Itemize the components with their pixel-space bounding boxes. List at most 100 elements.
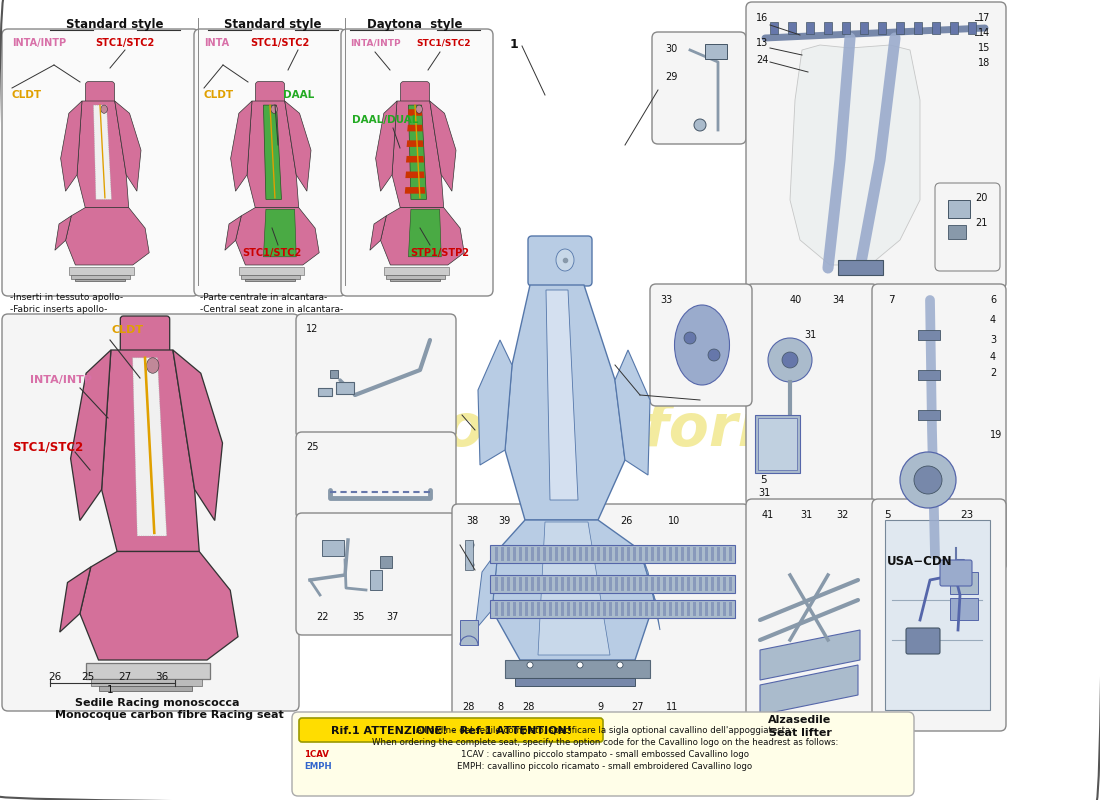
Text: STP1/STP2: STP1/STP2	[410, 248, 469, 258]
Polygon shape	[478, 340, 512, 465]
Bar	[573, 602, 576, 616]
Text: Standard style: Standard style	[66, 18, 164, 31]
Text: 37: 37	[386, 612, 398, 622]
Bar	[566, 602, 570, 616]
Text: 1: 1	[107, 685, 113, 695]
Polygon shape	[133, 358, 167, 536]
Bar	[639, 577, 642, 591]
Bar	[531, 602, 534, 616]
Polygon shape	[760, 665, 858, 715]
Bar	[632, 547, 636, 561]
Bar	[918, 330, 940, 340]
Bar	[495, 547, 498, 561]
Bar	[723, 602, 726, 616]
Bar	[675, 547, 678, 561]
Text: 35: 35	[352, 612, 364, 622]
Bar	[824, 22, 832, 34]
Bar	[72, 275, 130, 279]
Bar	[507, 602, 510, 616]
Ellipse shape	[674, 305, 729, 385]
Text: When ordering the complete seat, specify the option code for the Cavallino logo : When ordering the complete seat, specify…	[372, 738, 838, 747]
Bar	[609, 547, 612, 561]
Text: 26: 26	[48, 672, 62, 682]
Bar	[460, 620, 478, 645]
FancyBboxPatch shape	[86, 82, 114, 106]
Polygon shape	[263, 105, 282, 199]
Text: 19: 19	[990, 430, 1002, 440]
Bar	[336, 382, 354, 394]
Bar	[507, 577, 510, 591]
Bar	[688, 602, 690, 616]
Text: 26: 26	[620, 516, 632, 526]
Bar	[770, 22, 778, 34]
Bar	[585, 602, 588, 616]
Bar	[603, 547, 606, 561]
Bar	[537, 602, 540, 616]
Circle shape	[694, 119, 706, 131]
FancyBboxPatch shape	[906, 628, 940, 654]
Polygon shape	[408, 210, 441, 257]
Bar	[597, 577, 600, 591]
Circle shape	[466, 561, 474, 569]
FancyBboxPatch shape	[940, 560, 972, 586]
Bar	[688, 547, 690, 561]
Polygon shape	[640, 550, 660, 630]
Text: 11: 11	[666, 702, 678, 712]
Circle shape	[578, 662, 583, 668]
Text: 25: 25	[306, 442, 319, 452]
Bar	[663, 547, 666, 561]
Circle shape	[768, 338, 812, 382]
Bar	[755, 415, 800, 473]
Bar	[705, 602, 708, 616]
Text: 24: 24	[756, 55, 769, 65]
Polygon shape	[492, 520, 654, 660]
Bar	[318, 388, 332, 396]
Text: -Fabric inserts apollo-: -Fabric inserts apollo-	[10, 305, 108, 314]
Bar	[914, 22, 922, 34]
Polygon shape	[375, 101, 397, 191]
Text: 9: 9	[597, 702, 603, 712]
Bar	[698, 577, 702, 591]
Text: CLDT: CLDT	[12, 90, 42, 100]
Text: Seat lifter: Seat lifter	[769, 728, 832, 738]
FancyBboxPatch shape	[299, 718, 603, 742]
Bar	[705, 547, 708, 561]
Bar	[537, 547, 540, 561]
FancyBboxPatch shape	[296, 513, 456, 635]
Bar	[621, 547, 624, 561]
Bar	[651, 602, 654, 616]
Bar	[591, 602, 594, 616]
Bar	[549, 577, 552, 591]
Bar	[838, 260, 883, 275]
Polygon shape	[475, 550, 498, 630]
FancyBboxPatch shape	[452, 504, 749, 731]
Circle shape	[900, 452, 956, 508]
Polygon shape	[505, 285, 625, 520]
Text: 20: 20	[975, 193, 988, 203]
Text: 36: 36	[155, 672, 168, 682]
Text: 5: 5	[760, 475, 767, 485]
Text: CLDT: CLDT	[204, 90, 234, 100]
Ellipse shape	[271, 105, 277, 114]
Bar	[513, 602, 516, 616]
Bar	[729, 577, 732, 591]
Text: 31: 31	[804, 330, 816, 340]
Bar	[525, 547, 528, 561]
Text: 8: 8	[497, 702, 503, 712]
Bar	[390, 279, 440, 282]
Bar	[688, 577, 690, 591]
Bar	[515, 678, 635, 686]
Circle shape	[527, 662, 534, 668]
Polygon shape	[224, 216, 241, 250]
Text: Daytona  style: Daytona style	[367, 18, 463, 31]
Bar	[556, 577, 558, 591]
Polygon shape	[101, 350, 199, 551]
Bar	[717, 577, 720, 591]
Bar	[585, 577, 588, 591]
Polygon shape	[408, 105, 427, 199]
Bar	[705, 44, 727, 59]
Polygon shape	[77, 101, 129, 208]
Text: 4: 4	[990, 315, 997, 325]
Text: USA−CDN: USA−CDN	[888, 555, 953, 568]
Bar	[681, 577, 684, 591]
